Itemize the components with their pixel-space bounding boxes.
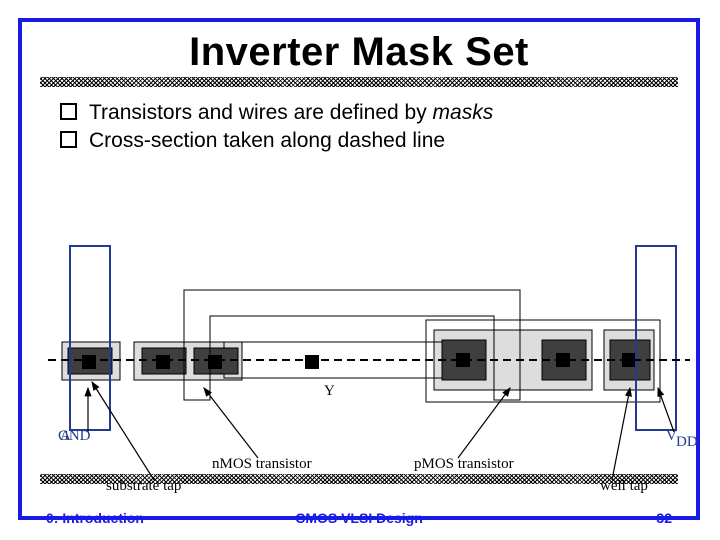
svg-text:nMOS transistor: nMOS transistor (212, 456, 312, 472)
footer-center: CMOS VLSI Design (22, 510, 696, 526)
slide-frame: Inverter Mask Set Transistors and wires … (18, 18, 700, 520)
svg-text:DD: DD (676, 434, 698, 450)
bullet-1: Transistors and wires are defined by mas… (60, 101, 696, 125)
bullet-2-text: Cross-section taken along dashed line (89, 129, 445, 152)
svg-text:Y: Y (324, 383, 335, 399)
bullet-1-text: Transistors and wires are defined by (89, 101, 433, 124)
bullet-1-italic: masks (433, 101, 494, 124)
bullet-2: Cross-section taken along dashed line (60, 129, 696, 153)
bullet-box-icon (60, 131, 77, 148)
slide-title: Inverter Mask Set (22, 30, 696, 75)
footer-divider (40, 474, 678, 484)
bullet-box-icon (60, 103, 77, 120)
bullet-list: Transistors and wires are defined by mas… (60, 101, 696, 153)
arrows (88, 382, 674, 480)
mask-layout-diagram: YAGNDVDDnMOS transistorpMOS transistorsu… (44, 240, 718, 496)
footer-right: 32 (656, 510, 672, 526)
diagram-svg: YAGNDVDDnMOS transistorpMOS transistorsu… (44, 240, 718, 496)
svg-text:pMOS transistor: pMOS transistor (414, 456, 514, 472)
title-divider (40, 77, 678, 87)
svg-text:GND: GND (58, 428, 91, 444)
